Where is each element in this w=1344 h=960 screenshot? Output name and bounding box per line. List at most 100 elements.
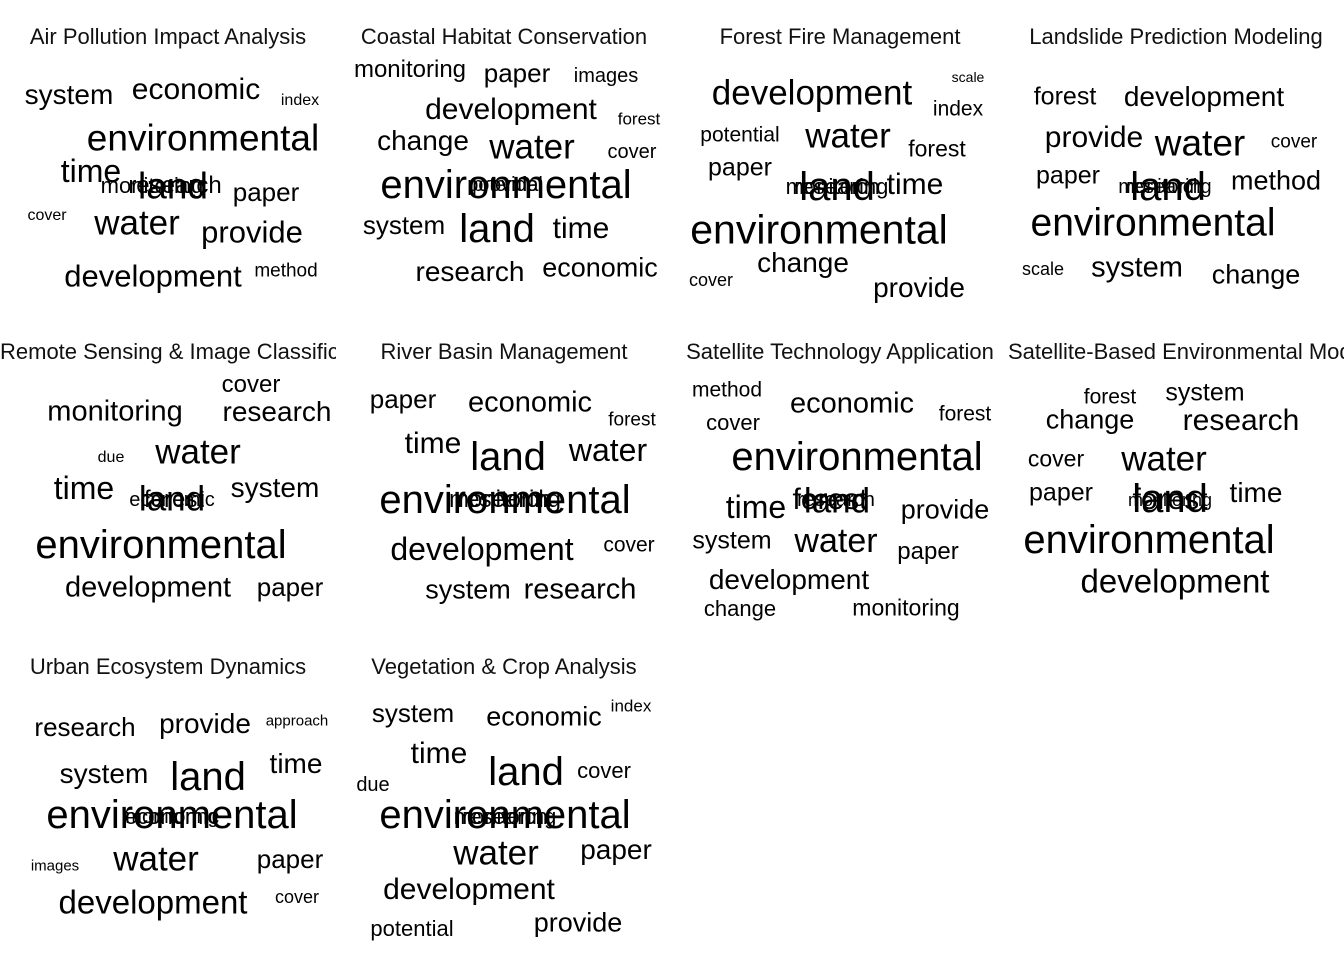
word-paper: paper <box>708 153 772 182</box>
word-forest: forest <box>1083 385 1137 409</box>
word-water: water <box>489 127 575 167</box>
word-index: index <box>610 696 652 716</box>
word-monitoring: monitoring <box>785 174 889 199</box>
word-research: research <box>458 486 552 513</box>
word-land: land <box>459 207 535 251</box>
panel-title: Satellite Technology Application <box>686 339 994 364</box>
word-paper: paper <box>256 572 324 602</box>
word-land: land <box>1130 165 1206 209</box>
word-paper: paper <box>256 844 324 874</box>
word-provide: provide <box>1044 121 1144 154</box>
word-approach: approach <box>265 712 329 730</box>
word-development: development <box>58 883 248 921</box>
word-provide: provide <box>533 907 623 938</box>
panel-title: Air Pollution Impact Analysis <box>29 24 307 49</box>
word-method: method <box>1230 165 1322 196</box>
word-land: land <box>138 165 208 207</box>
word-potential: potential <box>467 174 543 196</box>
word-water: water <box>805 116 891 156</box>
wordcloud-panel-forest-fire-management: Forest Fire Management scale development in… <box>672 0 1008 315</box>
word-water: water <box>113 839 199 879</box>
word-development: development <box>64 571 232 604</box>
word-provide: provide <box>873 272 965 303</box>
panel-title: Satellite-Based Environmental Modeling <box>1008 339 1344 364</box>
word-scale: scale <box>951 69 985 85</box>
word-time: time <box>269 748 323 779</box>
panel-title: Urban Ecosystem Dynamics <box>29 654 307 679</box>
word-monitoring: monitoring <box>1127 490 1213 510</box>
wordcloud-panel-urban-ecosystem-dynamics: Urban Ecosystem Dynamics research provide a… <box>0 630 336 945</box>
word-economic: economic <box>131 73 261 106</box>
word-research: research <box>128 172 222 199</box>
word-due: due <box>356 774 390 796</box>
word-economic: economic <box>124 804 220 829</box>
word-system: system <box>24 79 114 110</box>
word-forest: forest <box>1132 483 1208 516</box>
word-cover: cover <box>577 758 631 783</box>
word-time: time <box>60 153 122 189</box>
panel-title: Coastal Habitat Conservation <box>360 24 648 49</box>
word-water: water <box>453 833 539 873</box>
word-potential: potential <box>370 916 454 941</box>
word-due: due <box>97 449 125 466</box>
panel-title: River Basin Management <box>380 339 628 364</box>
word-research: research <box>462 804 548 829</box>
word-cover: cover <box>274 887 320 907</box>
word-time: time <box>886 168 944 201</box>
word-monitoring: monitoring <box>1118 176 1212 198</box>
word-land: land <box>799 165 875 209</box>
word-development: development <box>390 531 574 567</box>
word-environmental: environmental <box>690 206 948 253</box>
word-forest: forest <box>1033 82 1097 111</box>
word-water: water <box>1121 439 1207 479</box>
word-research: research <box>797 489 875 511</box>
word-scale: scale <box>1021 259 1065 279</box>
word-monitoring: monitoring <box>353 56 467 83</box>
word-water: water <box>155 432 241 472</box>
word-economic: economic <box>486 701 602 732</box>
word-time: time <box>552 212 610 245</box>
panel-title: Remote Sensing & Image Classification <box>0 339 336 364</box>
word-images: images <box>573 65 639 87</box>
word-land: land <box>488 750 564 794</box>
word-method: method <box>254 260 318 282</box>
word-system: system <box>1091 251 1183 284</box>
word-potential: potential <box>700 123 780 147</box>
word-paper: paper <box>897 538 959 565</box>
wordcloud-panel-vegetation-and-crop-analysis: Vegetation & Crop Analysis system economic… <box>336 630 672 945</box>
word-economic: economic <box>129 489 215 511</box>
word-index: index <box>280 92 320 109</box>
word-water: water <box>794 522 878 560</box>
word-change: change <box>757 247 849 278</box>
word-research: research <box>222 396 332 427</box>
word-research: research <box>794 174 880 199</box>
word-system: system <box>230 472 320 503</box>
wordcloud-panel-satellite-based-environmental-modeling: Satellite-Based Environmental Modeling fo… <box>1008 315 1344 630</box>
word-cover: cover <box>688 270 734 290</box>
word-environmental: environmental <box>731 435 983 479</box>
word-monitoring: monitoring <box>453 804 557 829</box>
word-economic: economic <box>789 387 915 420</box>
wordcloud-panel-air-pollution-impact-analysis: Air Pollution Impact Analysis system econo… <box>0 0 336 315</box>
word-economic: economic <box>542 252 658 283</box>
word-monitoring: monitoring <box>125 806 219 828</box>
word-system: system <box>425 574 511 605</box>
word-development: development <box>64 258 242 294</box>
word-land: land <box>470 435 546 479</box>
wordcloud-panel-river-basin-management: River Basin Management paper economic fores… <box>336 315 672 630</box>
word-change: change <box>1045 404 1135 435</box>
word-change: change <box>1211 259 1301 290</box>
word-development: development <box>425 93 597 126</box>
word-development: development <box>1080 562 1270 600</box>
word-land: land <box>803 481 871 521</box>
word-paper: paper <box>483 58 551 88</box>
word-system: system <box>371 698 455 728</box>
word-development: development <box>708 564 870 595</box>
word-change: change <box>703 596 777 621</box>
word-time: time <box>1229 477 1283 508</box>
word-monitoring: monitoring <box>100 173 204 198</box>
word-environmental: environmental <box>380 163 632 207</box>
word-time: time <box>404 427 462 460</box>
word-system: system <box>59 758 149 789</box>
word-water: water <box>568 432 648 468</box>
